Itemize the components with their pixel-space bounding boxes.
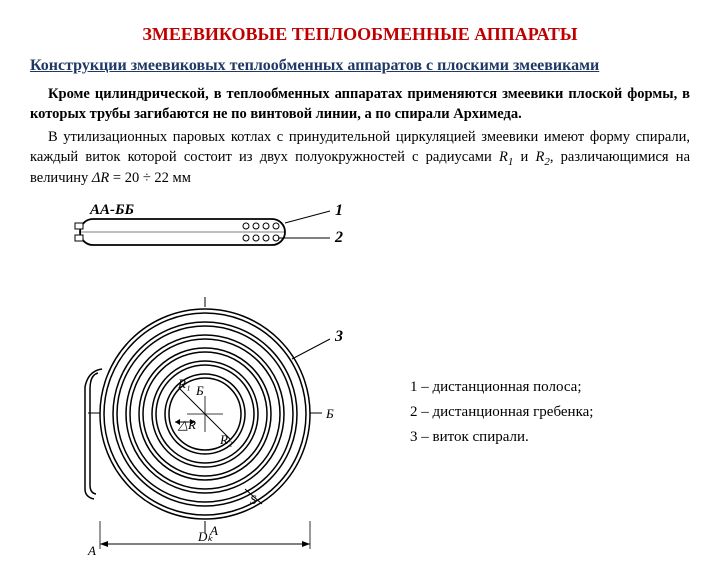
- legend-item-1: 1 – дистанционная полоса;: [410, 379, 690, 396]
- subtitle-text: Конструкции змеевиковых теплообменных ап…: [30, 57, 599, 74]
- main-title: ЗМЕЕВИКОВЫЕ ТЕПЛООБМЕННЫЕ АППАРАТЫ: [30, 24, 690, 45]
- legend-column: 1 – дистанционная полоса; 2 – дистанцион…: [390, 199, 690, 569]
- top-section: [75, 219, 285, 245]
- label-r2: R₂: [219, 432, 233, 447]
- label-a-bottom-left: А: [87, 543, 96, 558]
- section-label: АА-ББ: [89, 202, 135, 218]
- content-row: АА-ББ: [30, 199, 690, 569]
- dr-sym: ΔR: [92, 170, 109, 186]
- para1-text: Кроме цилиндрической, в теплообменных ап…: [30, 86, 690, 122]
- spiral-coil: [100, 309, 310, 519]
- para2-mid: и: [513, 149, 535, 165]
- legend-item-2: 2 – дистанционная гребенка;: [410, 404, 690, 421]
- spiral-diagram: АА-ББ: [30, 199, 390, 569]
- label-dr: △R: [177, 417, 196, 432]
- legend-item-3: 3 – виток спирали.: [410, 429, 690, 446]
- label-b-right: Б: [325, 406, 334, 421]
- para2-eq: = 20 ÷ 22 мм: [109, 170, 191, 186]
- title-text: ЗМЕЕВИКОВЫЕ ТЕПЛООБМЕННЫЕ АППАРАТЫ: [142, 24, 577, 44]
- label-dk: Dₖ: [197, 529, 213, 544]
- paragraph-2: В утилизационных паровых котлах с принуд…: [30, 128, 690, 189]
- diagram-column: АА-ББ: [30, 199, 390, 569]
- label-r1: R₁: [177, 376, 190, 391]
- callout-1: 1: [335, 202, 343, 219]
- callout-3: 3: [334, 328, 343, 345]
- subtitle: Конструкции змеевиковых теплообменных ап…: [30, 57, 690, 75]
- callout-2: 2: [334, 229, 343, 246]
- paragraph-1: Кроме цилиндрической, в теплообменных ап…: [30, 85, 690, 124]
- r2-sym: R: [535, 149, 544, 165]
- r1-sym: R: [499, 149, 508, 165]
- label-b-left-inner: Б: [195, 383, 204, 398]
